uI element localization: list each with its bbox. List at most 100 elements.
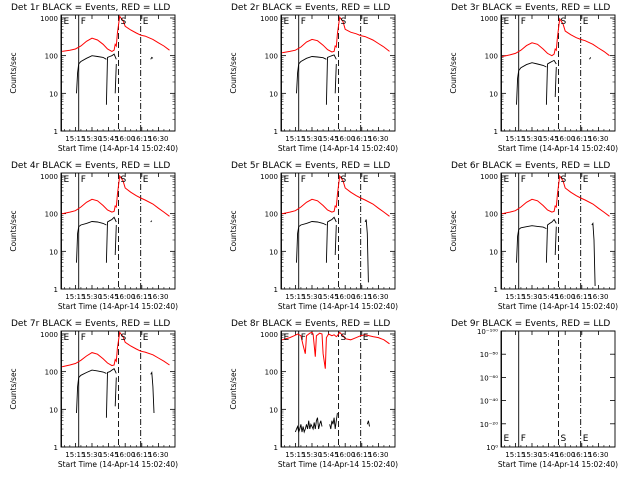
x-tick-label: 15:15 xyxy=(505,135,525,143)
series-events-line xyxy=(334,63,337,94)
series-events-line xyxy=(114,224,117,256)
marker-label: F xyxy=(81,17,86,27)
marker-label: S xyxy=(121,175,127,185)
marker-label: E xyxy=(363,17,369,27)
series-events-line xyxy=(105,368,117,418)
x-tick-label: 16:00 xyxy=(335,293,355,301)
marker-label: E xyxy=(363,175,369,185)
plot-area xyxy=(61,15,170,131)
x-axis-label: Start Time (14-Apr-14 15:02:40) xyxy=(278,144,398,153)
y-axis-label: Counts/sec xyxy=(229,368,238,409)
marker-label: S xyxy=(121,333,127,343)
y-tick-label: 10 xyxy=(489,90,498,98)
plot-area xyxy=(281,173,390,289)
marker-label: E xyxy=(284,333,290,343)
x-tick-label: 15:15 xyxy=(505,451,525,459)
x-tick-label: 15:15 xyxy=(65,451,85,459)
x-axis-label: Start Time (14-Apr-14 15:02:40) xyxy=(278,302,398,311)
series-lld-line xyxy=(61,174,170,217)
plot-area xyxy=(501,15,610,131)
panel-title: Det 3r BLACK = Events, RED = LLD xyxy=(451,3,610,13)
marker-label: E xyxy=(64,175,70,185)
y-tick-label: 100 xyxy=(265,369,278,377)
y-tick-label: 100 xyxy=(485,53,498,61)
y-axis-label: Counts/sec xyxy=(229,210,238,251)
panel-title: Det 6r BLACK = Events, RED = LLD xyxy=(451,161,610,171)
marker-label: S xyxy=(561,434,567,444)
series-lld-line xyxy=(62,15,170,52)
x-tick-label: 15:45 xyxy=(538,293,558,301)
marker-label: E xyxy=(284,17,290,27)
detector-panel-9: Det 9r BLACK = Events, RED = LLD15:1515:… xyxy=(451,319,618,469)
marker-label: F xyxy=(81,175,86,185)
x-axis-label: Start Time (14-Apr-14 15:02:40) xyxy=(498,144,618,153)
plot-area xyxy=(501,331,582,447)
x-tick-label: 16:15 xyxy=(572,293,592,301)
x-tick-label: 16:15 xyxy=(572,135,592,143)
series-events-line xyxy=(76,369,107,414)
y-axis-label: Counts/sec xyxy=(9,52,18,93)
x-tick-label: 16:00 xyxy=(115,451,135,459)
x-tick-label: 15:45 xyxy=(318,293,338,301)
detector-panel-7: Det 7r BLACK = Events, RED = LLD Counts/s… xyxy=(9,319,178,469)
x-tick-label: 15:15 xyxy=(285,135,305,143)
x-tick-label: 15:45 xyxy=(98,451,118,459)
y-tick-label: 10⁻¹⁰⁰ xyxy=(477,328,498,336)
x-axis-label: Start Time (14-Apr-14 15:02:40) xyxy=(58,144,178,153)
series-lld-line xyxy=(281,174,390,217)
x-tick-label: 16:30 xyxy=(148,135,168,143)
marker-label: F xyxy=(521,175,526,185)
y-tick-label: 100 xyxy=(45,369,58,377)
plot-area xyxy=(281,331,390,447)
x-tick-label: 15:45 xyxy=(538,135,558,143)
x-tick-label: 16:30 xyxy=(148,451,168,459)
marker-label: F xyxy=(81,333,86,343)
detector-panel-2: Det 2r BLACK = Events, RED = LLD Counts/s… xyxy=(229,3,398,153)
x-tick-label: 15:15 xyxy=(505,293,525,301)
plot-area xyxy=(281,15,390,131)
x-tick-label: 16:15 xyxy=(352,293,372,301)
series-events-line xyxy=(366,420,370,427)
y-tick-label: 10⁰ xyxy=(486,444,498,452)
x-tick-label: 16:30 xyxy=(368,135,388,143)
series-events-line xyxy=(296,56,327,94)
y-tick-label: 1000 xyxy=(40,173,58,181)
y-axis-label: Counts/sec xyxy=(449,52,458,93)
x-tick-label: 16:15 xyxy=(352,135,372,143)
y-tick-label: 1 xyxy=(274,444,278,452)
x-tick-label: 15:45 xyxy=(98,293,118,301)
x-tick-label: 16:15 xyxy=(132,293,152,301)
x-tick-label: 15:45 xyxy=(318,135,338,143)
series-events-line xyxy=(296,221,327,263)
panel-title: Det 9r BLACK = Events, RED = LLD xyxy=(451,319,610,329)
x-tick-label: 16:15 xyxy=(132,451,152,459)
series-events-line xyxy=(554,226,557,256)
y-tick-label: 10 xyxy=(49,90,58,98)
x-tick-label: 15:45 xyxy=(98,135,118,143)
panel-title: Det 4r BLACK = Events, RED = LLD xyxy=(11,161,170,171)
plot-frame xyxy=(500,330,616,448)
plot-frame xyxy=(500,14,616,132)
series-events-line xyxy=(150,220,153,223)
plot-frame xyxy=(280,330,396,448)
x-tick-label: 16:00 xyxy=(335,135,355,143)
x-tick-label: 16:30 xyxy=(588,451,608,459)
y-axis-label: Counts/sec xyxy=(449,210,458,251)
series-events-line xyxy=(105,53,117,105)
marker-label: F xyxy=(301,175,306,185)
y-tick-label: 1 xyxy=(494,128,498,136)
panel-title: Det 5r BLACK = Events, RED = LLD xyxy=(231,161,390,171)
y-tick-label: 10 xyxy=(489,248,498,256)
plot-frame xyxy=(60,14,176,132)
x-tick-label: 15:45 xyxy=(318,451,338,459)
plot-area xyxy=(61,173,170,289)
series-events-line xyxy=(545,218,557,263)
x-tick-label: 15:30 xyxy=(522,135,542,143)
x-tick-label: 16:00 xyxy=(115,135,135,143)
x-tick-label: 16:15 xyxy=(132,135,152,143)
y-axis-label: Counts/sec xyxy=(9,368,18,409)
series-lld-line xyxy=(501,174,610,217)
marker-label: E xyxy=(284,175,290,185)
series-events-line xyxy=(516,225,547,263)
detector-panel-4: Det 4r BLACK = Events, RED = LLD Counts/s… xyxy=(9,161,178,311)
